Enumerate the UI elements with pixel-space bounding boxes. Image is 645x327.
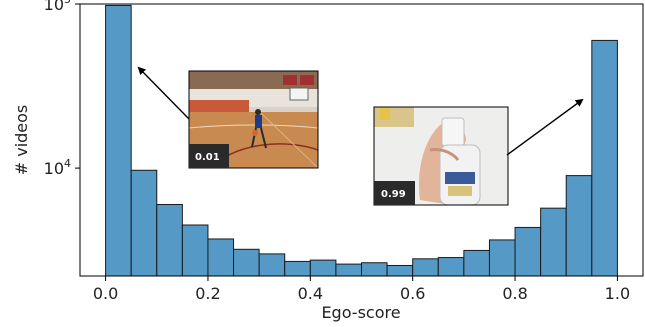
x-tick-label: 0.2: [195, 284, 220, 303]
histogram-bar: [514, 226, 542, 277]
y-axis: 104 105: [44, 0, 80, 178]
histogram-bar: [386, 264, 414, 277]
histogram-bar: [105, 4, 132, 277]
thumbnail-score-label: 0.01: [195, 152, 220, 163]
y-tick-label: 104: [44, 157, 71, 178]
histogram-bar: [488, 239, 516, 277]
histogram-bar: [207, 238, 235, 277]
histogram-bars: [105, 4, 618, 277]
histogram-bar: [156, 203, 183, 277]
histogram-bar: [463, 249, 490, 277]
histogram-bar: [258, 253, 286, 277]
arrow-to-right-bar: [506, 98, 584, 156]
x-tick-label: 0.8: [502, 284, 527, 303]
histogram-bar: [540, 207, 567, 277]
histogram-bar: [233, 248, 260, 277]
histogram-bar: [335, 263, 362, 277]
histogram-bar: [309, 259, 337, 277]
histogram-bar: [284, 260, 311, 277]
x-axis-title: Ego-score: [321, 303, 400, 322]
thumbnail-score-label: 0.99: [381, 189, 406, 200]
arrow-to-left-bar: [137, 66, 190, 120]
histogram-bar: [437, 257, 465, 277]
histogram-bar: [361, 262, 388, 277]
y-axis-title: # videos: [12, 105, 31, 176]
x-tick-label: 1.0: [605, 284, 630, 303]
histogram-bar: [565, 175, 593, 277]
plot-frame: [79, 3, 644, 277]
y-tick-label: 105: [44, 0, 71, 14]
histogram-bar: [130, 169, 158, 277]
histogram-bar: [181, 224, 209, 277]
thumbnail-gym-image: 0.01: [188, 70, 319, 169]
thumbnail-hand-bottle-image: 0.99: [373, 106, 509, 206]
histogram-bar: [412, 258, 439, 277]
x-tick-label: 0.0: [93, 284, 118, 303]
histogram-bar: [591, 39, 618, 277]
x-tick-label: 0.6: [400, 284, 425, 303]
x-tick-label: 0.4: [298, 284, 323, 303]
x-axis: 0.0 0.2 0.4 0.6 0.8 1.0: [93, 276, 630, 303]
